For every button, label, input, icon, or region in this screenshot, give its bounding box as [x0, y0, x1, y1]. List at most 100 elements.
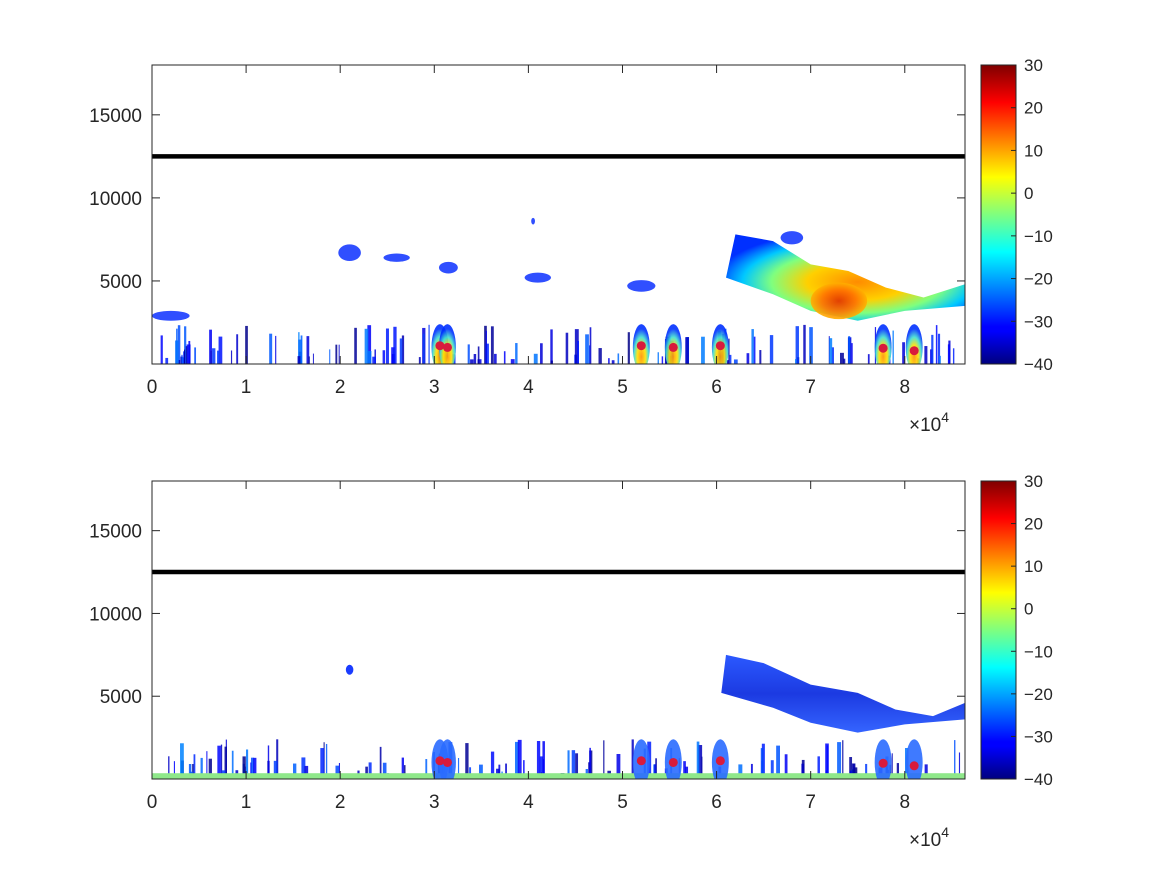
- isolated-echo: [338, 244, 361, 262]
- echo-speck: [306, 336, 310, 364]
- echo-speck: [726, 360, 729, 364]
- echo-speck: [208, 758, 212, 779]
- echo-speck: [220, 744, 223, 779]
- upper-ticks: 0 1 2 3 4 5 6 7 8 5000 10000 15000: [89, 65, 965, 398]
- echo-speck: [751, 329, 754, 364]
- echo-speck: [795, 359, 797, 364]
- echo-speck: [267, 745, 270, 779]
- echo-speck: [230, 350, 233, 364]
- colorbar-tick-label: 20: [1024, 515, 1043, 534]
- echo-speck: [418, 357, 421, 364]
- echo-speck: [565, 332, 569, 364]
- echo-speck: [236, 334, 239, 364]
- echo-speck: [598, 348, 602, 364]
- echo-speck: [477, 359, 482, 364]
- echo-speck: [250, 757, 255, 779]
- echo-speck: [338, 344, 340, 364]
- echo-speck: [367, 325, 372, 364]
- marker-point: [668, 342, 678, 352]
- y-tick-label: 15000: [89, 522, 142, 543]
- marker-point: [909, 346, 919, 356]
- lower-x-exponent: ×104: [909, 824, 949, 851]
- echo-speck: [194, 347, 197, 364]
- echo-speck: [608, 358, 610, 364]
- echo-speck: [368, 351, 372, 364]
- echo-speck: [365, 766, 368, 779]
- echo-speck: [825, 743, 829, 779]
- echo-speck: [329, 349, 331, 364]
- echo-speck: [312, 353, 314, 364]
- echo-speck: [801, 763, 805, 779]
- echo-speck: [952, 348, 955, 364]
- echo-speck: [533, 353, 538, 364]
- upper-colorbar: [980, 64, 1017, 365]
- echo-speck: [217, 745, 221, 779]
- colorbar-tick-label: −40: [1024, 355, 1053, 374]
- marker-point: [909, 761, 919, 771]
- echo-speck: [809, 327, 813, 364]
- echo-speck: [212, 348, 216, 364]
- echo-speck: [851, 343, 853, 364]
- echo-speck: [698, 745, 703, 779]
- echo-speck: [947, 344, 951, 364]
- echo-speck: [298, 339, 302, 364]
- marker-point: [878, 343, 888, 353]
- echo-speck: [209, 329, 212, 364]
- echo-speck: [368, 762, 372, 779]
- y-tick-label: 5000: [100, 687, 142, 708]
- echo-speck: [701, 756, 703, 779]
- lower-colorbar: [980, 480, 1017, 780]
- colorbar-tick-label: 10: [1024, 557, 1043, 576]
- x-tick-label: 3: [429, 377, 440, 398]
- y-tick-label: 15000: [89, 106, 142, 127]
- echo-speck: [276, 739, 279, 779]
- echo-speck: [503, 351, 506, 364]
- colorbar-tick-label: 30: [1024, 472, 1043, 491]
- echo-speck: [958, 752, 961, 779]
- convective-cell: [905, 324, 923, 364]
- echo-speck: [769, 335, 774, 364]
- echo-speck: [924, 764, 928, 779]
- isolated-echo: [524, 272, 551, 283]
- colorbar-tick-label: 30: [1024, 56, 1043, 75]
- convective-cell: [905, 739, 923, 779]
- echo-speck: [490, 326, 494, 364]
- isolated-echo: [438, 261, 458, 274]
- echo-speck: [188, 764, 192, 779]
- echo-speck: [245, 325, 248, 364]
- echo-speck: [364, 328, 369, 364]
- echo-speck: [246, 749, 249, 779]
- x-exponent-base: ×10: [909, 830, 941, 851]
- x-tick-label: 5: [617, 792, 628, 813]
- echo-speck: [683, 761, 686, 779]
- echo-speck: [784, 754, 788, 779]
- echo-speck: [188, 340, 191, 364]
- echo-speck: [242, 756, 246, 779]
- echo-speck: [849, 757, 853, 779]
- echo-speck: [891, 753, 893, 779]
- echo-speck: [184, 349, 186, 364]
- marker-point: [636, 341, 646, 351]
- echo-speck: [473, 354, 477, 364]
- x-tick-label: 4: [523, 792, 534, 813]
- isolated-echo: [152, 310, 190, 321]
- echo-speck: [325, 743, 328, 779]
- echo-speck: [354, 327, 357, 364]
- x-tick-label: 0: [147, 792, 158, 813]
- echo-speck: [275, 335, 277, 364]
- upper-colorbar-ticks: 30 20 10 0 −10 −20 −30 −40: [1011, 56, 1053, 374]
- x-tick-label: 1: [241, 377, 252, 398]
- echo-speck: [540, 343, 543, 364]
- x-exponent-base: ×10: [909, 415, 941, 436]
- lower-axes-frame: [151, 480, 966, 780]
- echo-speck: [184, 326, 187, 364]
- isolated-echo: [383, 253, 410, 262]
- echo-speck: [379, 746, 382, 779]
- echo-speck: [851, 763, 856, 779]
- high-reflectivity-core: [810, 282, 868, 320]
- marker-point: [442, 757, 452, 767]
- echo-speck: [485, 343, 489, 364]
- echo-speck: [517, 739, 522, 779]
- echo-speck: [654, 764, 656, 779]
- echo-speck: [510, 359, 515, 364]
